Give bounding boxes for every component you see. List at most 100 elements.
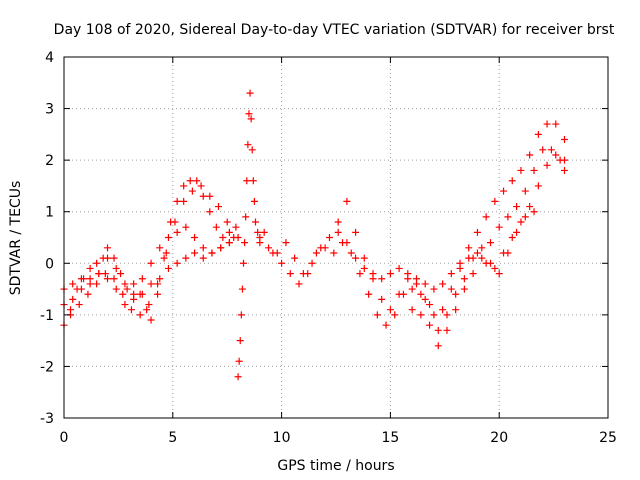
data-point bbox=[378, 275, 386, 283]
data-point bbox=[191, 249, 199, 257]
data-point bbox=[245, 110, 253, 118]
data-point bbox=[180, 197, 188, 205]
y-axis-label: SDTVAR / TECUs bbox=[8, 181, 24, 296]
data-point bbox=[199, 254, 207, 262]
data-point bbox=[491, 197, 499, 205]
data-point bbox=[173, 197, 181, 205]
data-point bbox=[93, 259, 101, 267]
data-point bbox=[282, 239, 290, 247]
data-point bbox=[138, 290, 146, 298]
data-point bbox=[478, 244, 486, 252]
data-point bbox=[236, 337, 244, 345]
data-point bbox=[110, 275, 118, 283]
data-point bbox=[291, 254, 299, 262]
x-axis-tick-labels: 0 5 10 15 20 25 bbox=[60, 430, 617, 446]
data-point bbox=[219, 234, 227, 241]
y-tick-label: -3 bbox=[40, 411, 54, 427]
data-point bbox=[312, 249, 320, 257]
data-point bbox=[426, 301, 434, 309]
data-point bbox=[452, 306, 460, 314]
data-point bbox=[386, 270, 394, 278]
data-point bbox=[101, 270, 109, 278]
data-point bbox=[473, 249, 481, 257]
data-point bbox=[352, 228, 360, 236]
data-point bbox=[456, 259, 464, 267]
data-point bbox=[69, 295, 77, 303]
data-point bbox=[246, 89, 254, 97]
data-point bbox=[188, 187, 196, 195]
data-point bbox=[421, 295, 429, 303]
data-point bbox=[426, 321, 434, 329]
data-point bbox=[469, 270, 477, 278]
data-point bbox=[93, 280, 101, 288]
plot-frame bbox=[63, 56, 609, 419]
data-point bbox=[143, 306, 151, 314]
data-point bbox=[173, 259, 181, 267]
data-point bbox=[145, 301, 153, 309]
data-point bbox=[130, 280, 138, 288]
data-point bbox=[180, 182, 188, 190]
data-point bbox=[117, 270, 125, 278]
data-point bbox=[244, 141, 252, 149]
data-point bbox=[197, 182, 205, 190]
data-point bbox=[334, 228, 342, 236]
data-point bbox=[334, 218, 342, 226]
data-point bbox=[534, 130, 542, 138]
data-point bbox=[356, 270, 364, 278]
data-point bbox=[130, 295, 138, 303]
data-point bbox=[138, 275, 146, 283]
data-point bbox=[413, 275, 421, 283]
data-point bbox=[513, 203, 521, 211]
data-point bbox=[127, 306, 135, 314]
data-point bbox=[217, 244, 225, 252]
y-tick-label: 0 bbox=[45, 256, 54, 272]
data-point bbox=[278, 259, 286, 267]
series-track-d bbox=[67, 182, 238, 319]
data-point bbox=[199, 244, 207, 252]
data-point bbox=[230, 234, 238, 241]
data-point bbox=[247, 115, 255, 123]
data-point bbox=[160, 254, 168, 262]
data-point bbox=[241, 239, 249, 247]
data-point bbox=[552, 120, 560, 128]
data-point bbox=[443, 326, 451, 334]
data-point bbox=[235, 357, 243, 365]
data-point bbox=[460, 275, 468, 283]
data-point bbox=[171, 218, 179, 226]
data-point bbox=[206, 192, 214, 200]
data-point bbox=[248, 146, 256, 154]
data-point bbox=[486, 239, 494, 247]
data-point bbox=[517, 166, 525, 174]
data-point bbox=[508, 177, 516, 185]
data-point bbox=[243, 177, 251, 185]
data-point bbox=[265, 244, 273, 252]
data-point bbox=[460, 285, 468, 293]
data-point bbox=[543, 161, 551, 169]
y-tick-label: -2 bbox=[40, 359, 54, 375]
data-point bbox=[447, 270, 455, 278]
x-tick-label: 15 bbox=[381, 430, 399, 446]
data-point bbox=[560, 156, 568, 164]
data-point bbox=[408, 306, 416, 314]
data-point bbox=[112, 285, 120, 293]
data-point bbox=[147, 259, 155, 267]
data-point bbox=[286, 270, 294, 278]
data-point bbox=[500, 187, 508, 195]
data-point bbox=[530, 166, 538, 174]
data-point bbox=[408, 285, 416, 293]
x-tick-label: 10 bbox=[273, 430, 291, 446]
data-point bbox=[465, 244, 473, 252]
data-point bbox=[223, 218, 231, 226]
data-point bbox=[164, 264, 172, 272]
data-point bbox=[193, 177, 201, 185]
data-point bbox=[560, 136, 568, 144]
data-point bbox=[447, 285, 455, 293]
data-point bbox=[86, 280, 94, 288]
data-point bbox=[156, 275, 164, 283]
data-point bbox=[325, 234, 333, 241]
data-point bbox=[543, 120, 551, 128]
data-point bbox=[473, 228, 481, 236]
data-point bbox=[121, 301, 129, 309]
grid-lines bbox=[64, 57, 608, 418]
